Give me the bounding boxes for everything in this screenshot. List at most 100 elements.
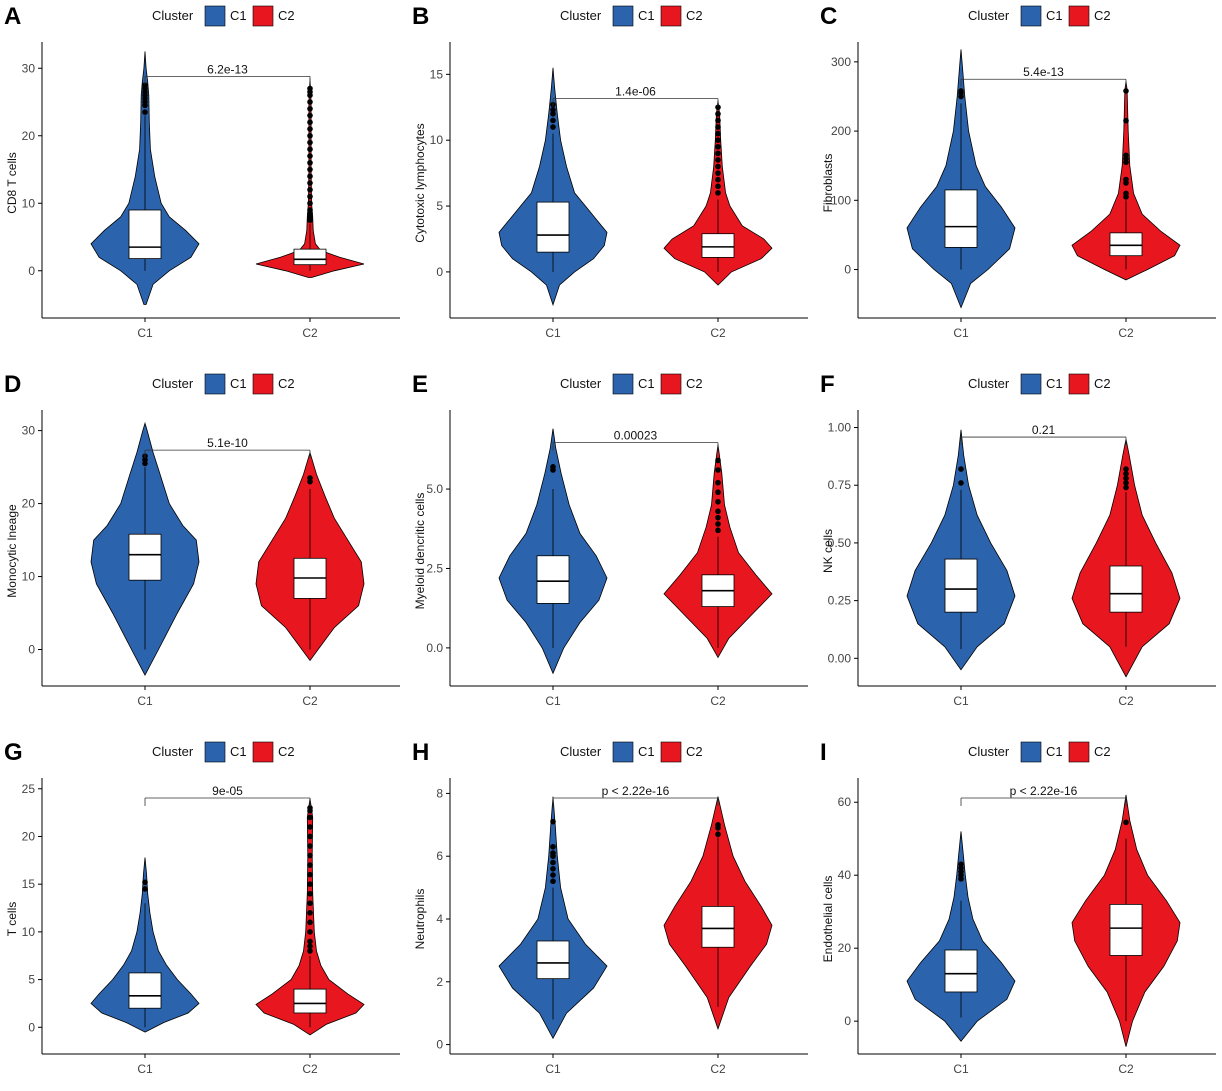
panel-letter: A <box>4 3 21 30</box>
y-tick-label: 300 <box>831 55 851 69</box>
outlier-point <box>1123 117 1129 124</box>
panel-C: C Cluster C1 C2 0 100 200 300 Fibroblasts C1 C2 5.4… <box>816 0 1221 355</box>
y-tick-label: 0 <box>436 265 443 279</box>
panel-I: I Cluster C1 C2 0 20 40 60 Endothelial cells C1 C2… <box>816 736 1221 1091</box>
y-tick-label: 1.00 <box>828 421 852 435</box>
box-c1 <box>944 189 978 248</box>
x-tick-label-c2: C2 <box>710 694 726 708</box>
y-tick-label: 0 <box>436 1038 443 1052</box>
panel-G: G Cluster C1 C2 0 5 10 15 20 25 T cells C1 C2 9e-05 <box>0 736 405 1091</box>
legend-swatch-c2 <box>1068 741 1090 763</box>
p-value-label: 1.4e-06 <box>615 85 656 99</box>
y-tick-label: 20 <box>22 497 36 511</box>
legend-label-c2: C2 <box>1094 376 1111 391</box>
outlier-point <box>550 872 556 878</box>
y-axis-title: Monocytic lneage <box>5 504 19 598</box>
box-c1 <box>128 972 162 1009</box>
outlier-point <box>1123 190 1129 197</box>
y-tick-label: 8 <box>436 786 443 800</box>
legend-title: Cluster <box>968 744 1010 759</box>
series-c1 <box>90 51 200 305</box>
outlier-point <box>958 480 964 486</box>
outlier-point <box>715 163 721 170</box>
violin-chart-A: A Cluster C1 C2 0 10 20 30 CD8 T cells C1 C2 6.2e-1… <box>4 3 400 340</box>
y-tick-label: 10 <box>430 133 444 147</box>
outlier-point <box>307 890 313 897</box>
legend-swatch-c2 <box>660 5 682 27</box>
outlier-point <box>1123 88 1129 94</box>
x-tick-label-c1: C1 <box>137 694 153 708</box>
box-c2 <box>293 988 327 1014</box>
outlier-point <box>715 190 721 196</box>
violin-chart-B: B Cluster C1 C2 0 5 10 15 Cytotoxic lymphocytes C… <box>412 3 808 340</box>
panel-letter: G <box>4 739 23 766</box>
outlier-point <box>307 929 313 935</box>
legend-swatch-c1 <box>612 5 634 27</box>
x-tick-label-c1: C1 <box>953 326 969 340</box>
legend-swatch-c1 <box>612 373 634 395</box>
outlier-point <box>550 850 556 856</box>
panel-letter: C <box>820 3 837 30</box>
outlier-point <box>550 464 556 470</box>
box-c1 <box>944 949 978 993</box>
outlier-point <box>715 176 721 183</box>
outlier-point <box>307 824 313 830</box>
legend: Cluster C1 C2 <box>968 5 1111 27</box>
legend-swatch-c1 <box>1020 5 1042 27</box>
outlier-point <box>307 200 313 207</box>
y-tick-label: 6 <box>436 849 443 863</box>
y-tick-label: 15 <box>430 67 444 81</box>
y-tick-label: 4 <box>436 912 443 926</box>
box-c2 <box>1109 565 1143 613</box>
y-tick-label: 0 <box>28 643 35 657</box>
p-value-label: 5.4e-13 <box>1023 65 1064 79</box>
outlier-point <box>550 859 556 866</box>
y-tick-label: 30 <box>22 424 36 438</box>
legend: Cluster C1 C2 <box>152 373 295 395</box>
legend-label-c2: C2 <box>278 744 295 759</box>
series-c2 <box>255 451 365 662</box>
legend-label-c1: C1 <box>1046 8 1063 23</box>
outlier-point <box>715 831 721 838</box>
series-c1 <box>498 796 608 1040</box>
legend-label-c1: C1 <box>1046 744 1063 759</box>
p-value-label: 5.1e-10 <box>207 436 248 450</box>
outlier-point <box>307 909 313 916</box>
x-tick-label-c2: C2 <box>710 326 726 340</box>
y-tick-label: 25 <box>22 782 36 796</box>
outlier-point <box>715 170 721 176</box>
series-c1 <box>498 428 608 675</box>
box-c2 <box>1109 904 1143 956</box>
outlier-point <box>958 861 964 868</box>
panel-F: F Cluster C1 C2 0.00 0.25 0.50 0.75 1.00 NK cells… <box>816 368 1221 723</box>
y-tick-label: 2.5 <box>426 561 443 575</box>
outlier-point <box>307 843 313 849</box>
outlier-point <box>1123 484 1129 491</box>
box-c1 <box>128 533 162 581</box>
p-value-label: 0.21 <box>1032 423 1056 437</box>
x-tick-label-c2: C2 <box>302 1062 318 1076</box>
legend-label-c2: C2 <box>1094 744 1111 759</box>
panel-B: B Cluster C1 C2 0 5 10 15 Cytotoxic lymphocytes C… <box>408 0 813 355</box>
outlier-point <box>550 107 556 113</box>
legend-label-c1: C1 <box>638 8 655 23</box>
outlier-point <box>958 88 964 94</box>
legend: Cluster C1 C2 <box>152 741 295 763</box>
y-tick-label: 10 <box>22 196 36 210</box>
x-tick-label-c1: C1 <box>137 1062 153 1076</box>
legend: Cluster C1 C2 <box>152 5 295 27</box>
box-c1 <box>536 201 570 253</box>
outlier-point <box>307 193 313 200</box>
y-axis-title: Fibroblasts <box>821 154 835 213</box>
x-tick-label-c1: C1 <box>545 326 561 340</box>
y-axis-title: Cytotoxic lymphocytes <box>413 123 427 242</box>
legend-label-c2: C2 <box>686 8 703 23</box>
p-value-label: 0.00023 <box>614 429 658 443</box>
significance-bracket: 1.4e-06 <box>552 85 719 107</box>
legend-swatch-c1 <box>204 5 226 27</box>
legend-swatch-c2 <box>660 741 682 763</box>
panel-A: A Cluster C1 C2 0 10 20 30 CD8 T cells C1 C2 6.2e-1… <box>0 0 405 355</box>
y-tick-label: 30 <box>22 61 36 75</box>
y-tick-label: 0 <box>844 263 851 277</box>
legend-title: Cluster <box>560 744 602 759</box>
